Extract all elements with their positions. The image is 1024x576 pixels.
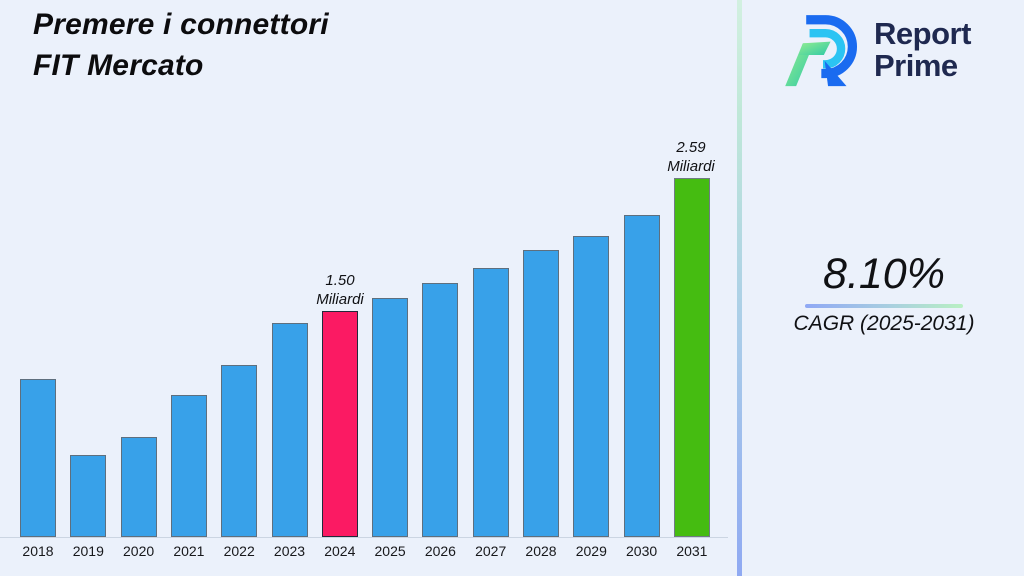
data-label-2031: 2.59 Miliardi xyxy=(641,138,741,176)
x-tick-2025: 2025 xyxy=(374,543,406,559)
cagr-label: CAGR (2025-2031) xyxy=(793,312,975,335)
cagr-value: 8.10% xyxy=(823,250,945,298)
data-label-2024: 1.50 Miliardi xyxy=(290,271,390,309)
bar-2023 xyxy=(271,323,308,537)
bar-2027 xyxy=(472,268,509,537)
bar-2031 xyxy=(673,178,710,537)
bar-2022 xyxy=(221,365,258,537)
bar-2028 xyxy=(523,250,559,537)
data-label-2024-unit: Miliardi xyxy=(316,291,364,309)
data-label-2031-unit: Miliardi xyxy=(667,158,715,176)
chart-title-line2: FIT Mercato xyxy=(33,48,204,82)
x-tick-2018: 2018 xyxy=(22,543,54,559)
report-prime-logo-icon xyxy=(785,15,858,87)
x-tick-2024: 2024 xyxy=(324,543,356,559)
x-tick-2030: 2030 xyxy=(626,543,658,559)
cagr-underline xyxy=(805,304,963,308)
data-label-2031-value: 2.59 xyxy=(676,139,706,156)
bar-2030 xyxy=(623,215,660,537)
chart-title: Premere i connettori FIT Mercato xyxy=(33,5,329,86)
chart-title-line1: Premere i connettori xyxy=(33,8,329,41)
bar-2020 xyxy=(120,437,157,537)
bar-chart: 2018 2019 2020 2021 2022 2023 2024 2025 2026 2027… xyxy=(0,178,728,559)
bar-2021 xyxy=(170,395,207,537)
x-tick-2031: 2031 xyxy=(676,543,708,559)
bar-2025 xyxy=(372,298,409,537)
x-axis-line xyxy=(0,537,728,538)
bar-2026 xyxy=(422,283,459,537)
vertical-divider xyxy=(737,0,742,576)
x-tick-2020: 2020 xyxy=(123,543,155,559)
x-tick-2026: 2026 xyxy=(424,543,456,559)
x-tick-2023: 2023 xyxy=(273,543,306,559)
bar-2018 xyxy=(20,379,56,537)
bar-2024 xyxy=(321,311,358,537)
x-tick-2019: 2019 xyxy=(72,543,104,559)
x-tick-2027: 2027 xyxy=(475,543,507,559)
report-prime-logo: Report Prime xyxy=(781,8,971,92)
x-tick-2021: 2021 xyxy=(173,543,205,559)
bar-2029 xyxy=(573,236,610,537)
data-label-2024-value: 1.50 xyxy=(325,272,355,289)
logo-word-prime: Prime xyxy=(874,48,958,83)
logo-word-report: Report xyxy=(874,16,971,52)
report-prime-wordmark: Report Prime xyxy=(874,18,971,82)
x-tick-2028: 2028 xyxy=(525,543,557,559)
cagr-block: 8.10% CAGR (2025-2031) xyxy=(784,250,984,336)
x-tick-2029: 2029 xyxy=(575,543,607,559)
x-tick-2022: 2022 xyxy=(223,543,255,559)
bar-2019 xyxy=(70,455,107,537)
